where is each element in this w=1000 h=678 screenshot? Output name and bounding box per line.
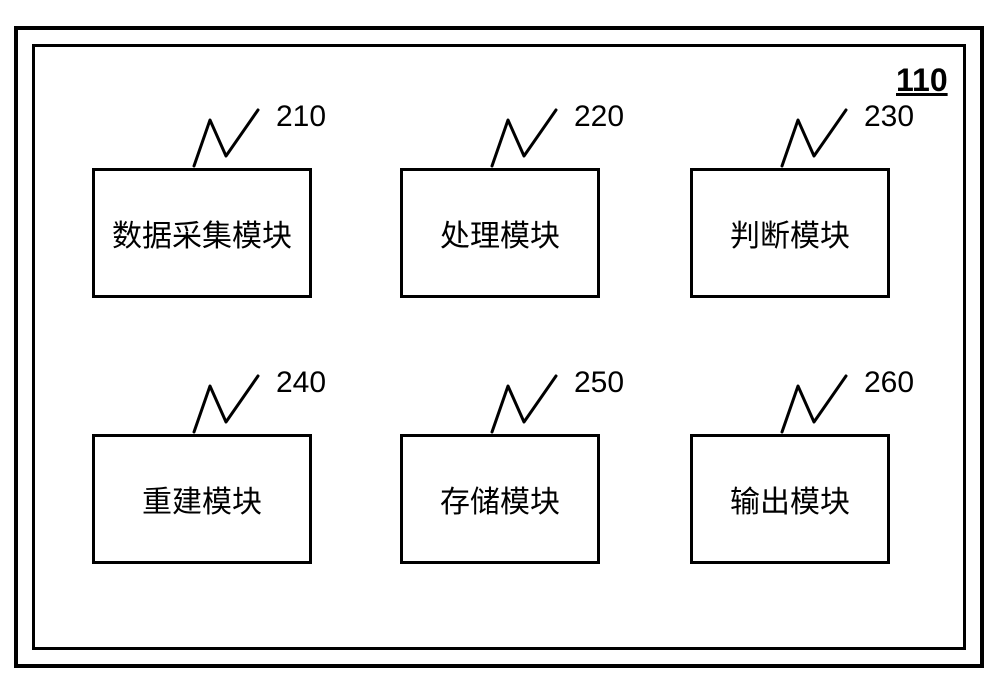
squiggle-icon [780,108,850,170]
module-number-data-collection: 210 [276,100,326,134]
squiggle-icon [192,108,262,170]
squiggle-icon [780,374,850,436]
module-label-reconstruction: 重建模块 [142,477,262,521]
frame-number: 110 [896,62,948,99]
module-box-storage: 存储模块 [400,434,600,564]
squiggle-icon [490,374,560,436]
module-number-processing: 220 [574,100,624,134]
module-number-storage: 250 [574,366,624,400]
module-number-judgment: 230 [864,100,914,134]
module-box-processing: 处理模块 [400,168,600,298]
module-number-output: 260 [864,366,914,400]
module-label-data-collection: 数据采集模块 [112,211,292,255]
squiggle-icon [192,374,262,436]
module-number-reconstruction: 240 [276,366,326,400]
module-box-reconstruction: 重建模块 [92,434,312,564]
module-box-judgment: 判断模块 [690,168,890,298]
squiggle-icon [490,108,560,170]
module-box-output: 输出模块 [690,434,890,564]
module-label-storage: 存储模块 [440,477,560,521]
module-box-data-collection: 数据采集模块 [92,168,312,298]
module-label-output: 输出模块 [730,477,850,521]
module-label-processing: 处理模块 [440,211,560,255]
module-label-judgment: 判断模块 [730,211,850,255]
